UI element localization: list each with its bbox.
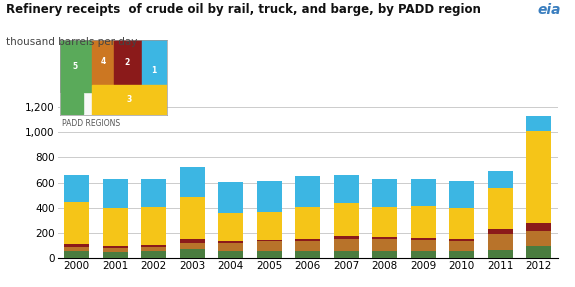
Bar [60, 40, 92, 92]
Bar [256, 212, 282, 240]
Text: 2: 2 [125, 58, 130, 67]
Bar [295, 251, 320, 258]
Bar [295, 207, 320, 239]
Bar [64, 247, 89, 251]
Bar [218, 241, 243, 243]
Bar [372, 239, 397, 251]
Bar [218, 214, 243, 241]
Bar [103, 248, 128, 252]
Bar [179, 197, 205, 239]
Text: 5: 5 [72, 62, 78, 71]
Bar [334, 203, 359, 236]
Bar [449, 251, 474, 258]
Bar [295, 176, 320, 207]
Bar [411, 240, 436, 251]
Text: 3: 3 [127, 95, 132, 104]
Bar [526, 223, 551, 230]
Bar [411, 251, 436, 258]
Bar [372, 207, 397, 237]
Text: 4: 4 [100, 57, 106, 65]
Bar [411, 206, 436, 238]
Bar [526, 246, 551, 258]
Bar [526, 230, 551, 246]
Bar [411, 238, 436, 240]
Bar [141, 245, 166, 247]
Bar [526, 116, 551, 131]
Bar [179, 243, 205, 249]
Bar [488, 234, 512, 250]
Bar [92, 85, 167, 115]
Bar [256, 251, 282, 258]
Text: thousand barrels per day: thousand barrels per day [6, 37, 137, 47]
Bar [334, 236, 359, 239]
Bar [64, 202, 89, 244]
Bar [218, 243, 243, 251]
Bar [334, 175, 359, 203]
Bar [103, 246, 128, 248]
Bar [449, 208, 474, 239]
Bar [103, 252, 128, 258]
Bar [141, 179, 166, 207]
Bar [295, 239, 320, 241]
Bar [141, 247, 166, 251]
Bar [488, 250, 512, 258]
Bar [218, 251, 243, 258]
Bar [256, 181, 282, 212]
Bar [141, 207, 166, 245]
Bar [218, 182, 243, 214]
Bar [62, 93, 83, 114]
Bar [103, 208, 128, 246]
Bar [179, 249, 205, 258]
Bar [372, 237, 397, 239]
Bar [179, 239, 205, 243]
Bar [256, 241, 282, 251]
Bar [449, 241, 474, 251]
Bar [256, 240, 282, 241]
Bar [142, 40, 167, 96]
Bar [114, 40, 142, 85]
Bar [295, 241, 320, 251]
Bar [372, 179, 397, 207]
Bar [488, 171, 512, 188]
Bar [488, 229, 512, 234]
Bar [449, 239, 474, 241]
Bar [92, 40, 114, 85]
Bar [372, 251, 397, 258]
Bar [103, 179, 128, 208]
Bar [334, 239, 359, 251]
Text: eia: eia [537, 3, 561, 17]
Bar [141, 251, 166, 258]
Bar [64, 251, 89, 258]
Text: 1: 1 [151, 65, 156, 75]
Bar [488, 188, 512, 229]
Bar [334, 251, 359, 258]
Bar [411, 179, 436, 206]
Text: PADD REGIONS: PADD REGIONS [62, 119, 120, 128]
Bar [526, 131, 551, 223]
Bar [449, 181, 474, 208]
Text: Refinery receipts  of crude oil by rail, truck, and barge, by PADD region: Refinery receipts of crude oil by rail, … [6, 3, 481, 16]
Bar [179, 167, 205, 197]
Bar [64, 175, 89, 202]
Bar [64, 244, 89, 247]
